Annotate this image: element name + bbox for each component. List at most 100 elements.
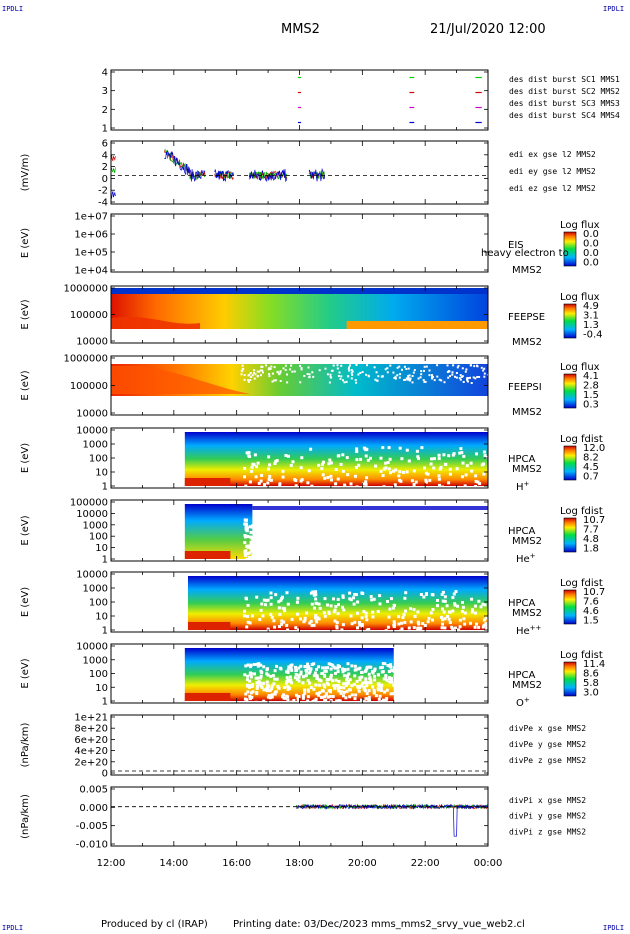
eis-y-tick-label: 1e+07 [74,212,108,223]
hpca_h-gap-pixel [254,475,258,479]
feepsi-colorbar-tick: 2.8 [583,381,599,392]
hpca_o-gap-pixel [388,680,392,684]
burst-y-tick-label: 3 [102,86,108,97]
hpca_h-spectrogram [184,432,488,486]
hpca_hepp-gap-pixel [286,628,290,632]
hpca_h-gap-pixel [394,468,398,472]
hpca_o-gap-pixel [343,668,347,672]
hpca_o-gap-pixel [277,686,281,690]
feepse-low-energy-patch [111,316,200,329]
hpca_h-instrument-label: HPCA [508,454,536,465]
hpca_o-gap-pixel [390,677,393,681]
hpca_h-gap-pixel [387,467,391,471]
feepsi-gap-pixel [386,367,389,370]
hpca_o-gap-pixel [306,665,310,669]
feepsi-gap-pixel [417,377,420,380]
feepsi-gap-pixel [423,369,425,372]
hpca_o-gap-pixel [367,695,371,699]
hpca_hepp-gap-pixel [376,610,380,613]
hpca_hepp-colorbar-tick: 1.5 [583,616,599,627]
hpca_hepp-gap-pixel [400,627,404,631]
edi-series-2 [110,149,325,199]
hpca_hepp-gap-pixel [481,625,485,629]
hpca_h-low-energy-band [184,478,231,486]
feepsi-gap-pixel [348,366,351,369]
hpca_o-gap-pixel [315,674,319,678]
hpca_o-gap-pixel [301,681,305,685]
feepsi-gap-pixel [469,376,471,379]
eis-spacecraft-label: MMS2 [512,265,542,276]
hpca_he-colorbar [563,517,577,553]
feepsi-gap-pixel [273,366,276,369]
hpca_hepp-gap-pixel [484,622,488,626]
hpca_o-gap-pixel [367,698,371,702]
hpca_o-gap-pixel [347,672,351,676]
hpca_o-gap-pixel [262,681,266,685]
hpca_o-gap-pixel [265,680,269,684]
feepsi-gap-pixel [242,367,245,370]
hpca_o-gap-pixel [337,689,341,693]
feepsi-gap-pixel [249,379,252,381]
hpca_hepp-gap-pixel [392,625,396,628]
feepsi-gap-pixel [392,371,395,374]
hpca_o-gap-pixel [270,695,274,699]
feepsi-gap-pixel [476,364,478,367]
hpca_o-gap-pixel [297,676,301,680]
hpca_o-gap-pixel [286,668,290,672]
feepsi-gap-pixel [432,375,434,378]
hpca_o-gap-pixel [273,677,277,681]
hpca_h-gap-pixel [488,485,491,489]
hpca_hepp-gap-pixel [349,614,353,618]
edi-legend-entry: edi ez gse l2 MMS2 [509,184,596,193]
hpca_o-species-charge: + [524,696,530,704]
hpca_o-gap-pixel [265,688,269,692]
divpi-y-tick-label: 0.005 [79,785,108,796]
feepsi-gap-pixel [420,373,423,376]
feepse-colorbar-tick: 1.3 [583,320,599,331]
hpca_o-gap-pixel [302,675,305,679]
corner-mark-top-left: IPDLI [2,5,24,13]
hpca_hepp-gap-pixel [441,607,444,611]
hpca_hepp-gap-pixel [474,611,477,615]
hpca_hepp-gap-pixel [336,597,340,601]
hpca_hepp-gap-pixel [391,606,395,610]
hpca_hepp-gap-pixel [342,608,346,612]
feepsi-gap-pixel [336,364,339,367]
hpca_o-gap-pixel [312,674,316,678]
hpca_hepp-gap-pixel [314,590,318,594]
hpca_he-gap-pixel [246,552,250,556]
hpca_hepp-gap-pixel [354,593,358,597]
spacecraft-title: MMS2 [281,22,320,37]
hpca_o-gap-pixel [289,664,293,668]
feepsi-gap-pixel [407,377,410,379]
hpca_o-gap-pixel [256,684,259,688]
hpca_h-gap-pixel [458,451,462,455]
feepsi-gap-pixel [433,379,436,382]
feepsi-gap-pixel [259,369,262,372]
hpca_o-gap-pixel [257,662,261,666]
hpca_hepp-gap-pixel [484,616,488,620]
hpca_o-gap-pixel [297,673,301,677]
hpca_h-gap-pixel [464,473,468,477]
hpca_h-gap-pixel [364,448,368,452]
hpca_h-gap-pixel [389,471,392,475]
hpca_o-gap-pixel [376,687,380,691]
hpca_o-gap-pixel [362,687,366,691]
hpca_h-gap-pixel [433,457,436,461]
hpca_o-gap-pixel [243,673,247,677]
hpca_o-gap-pixel [324,693,328,697]
hpca_h-gap-pixel [455,467,459,471]
hpca_h-gap-pixel [321,473,325,477]
hpca_he-gap-pixel [251,548,255,552]
hpca_o-gap-pixel [367,665,371,669]
hpca_h-gap-pixel [475,452,478,456]
feepse-colorbar-tick: 4.9 [583,301,599,312]
hpca_hepp-gap-pixel [264,603,267,607]
hpca_hepp-gap-pixel [356,600,360,604]
hpca_o-gap-pixel [318,691,322,695]
feepsi-gap-pixel [381,375,384,378]
hpca_h-gap-pixel [330,478,333,482]
hpca_hepp-gap-pixel [280,622,284,626]
hpca_o-gap-pixel [384,675,388,678]
hpca_hepp-gap-pixel [393,622,396,626]
